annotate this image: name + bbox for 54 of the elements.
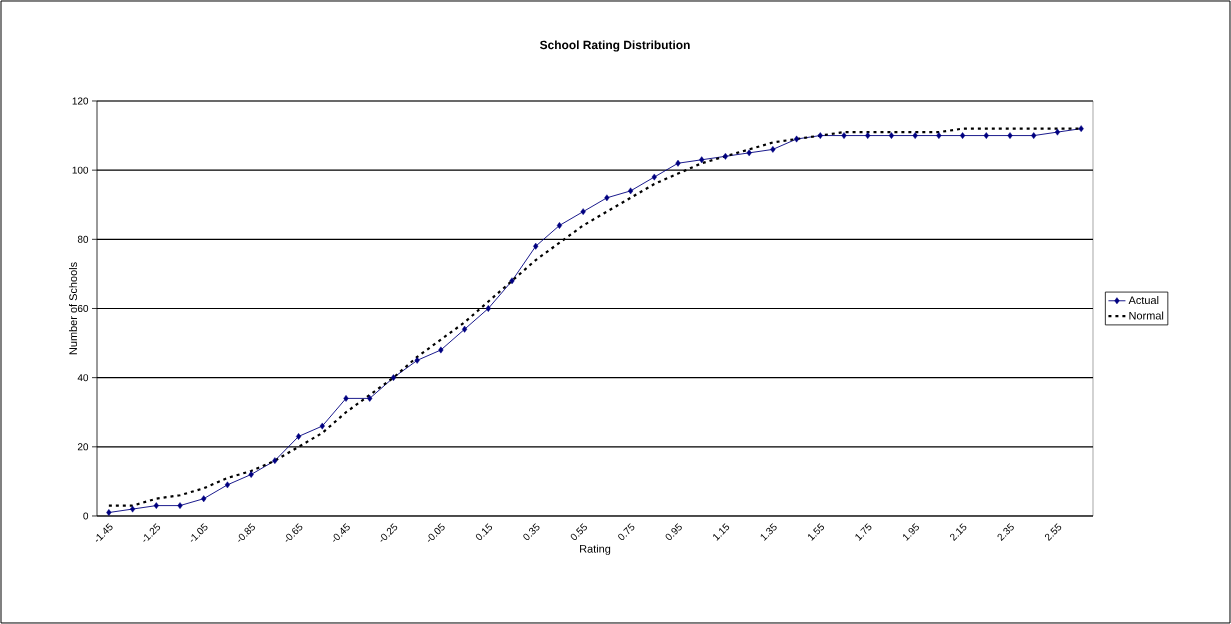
point [699, 156, 705, 164]
point [841, 132, 847, 139]
point [651, 173, 657, 181]
y-axis-title: Number of Schools [68, 262, 78, 355]
point [485, 305, 491, 312]
point [153, 502, 159, 509]
point [1054, 128, 1061, 136]
point [604, 194, 610, 202]
point [1007, 132, 1013, 139]
point [224, 481, 231, 489]
point [461, 325, 468, 333]
point [817, 132, 823, 139]
point [177, 502, 183, 509]
point [580, 208, 586, 216]
point [414, 356, 420, 364]
point [983, 132, 989, 139]
point [201, 495, 207, 503]
point [793, 135, 800, 143]
y-tick-label: 0 [83, 512, 89, 520]
point [1031, 132, 1037, 139]
point [936, 132, 942, 139]
point [770, 146, 776, 153]
legend-label: Normal [1129, 311, 1164, 320]
point [343, 395, 349, 402]
point [295, 433, 302, 440]
point [675, 159, 681, 167]
point [129, 505, 136, 513]
legend-label: Actual [1128, 296, 1159, 305]
y-tick-label: 60 [77, 304, 89, 313]
y-tick-label: 80 [77, 235, 89, 243]
point [533, 242, 539, 250]
point [627, 187, 634, 195]
y-tick-label: 100 [72, 166, 89, 174]
point [390, 374, 397, 382]
point [367, 395, 373, 402]
point [865, 132, 871, 139]
point [272, 457, 278, 465]
point [438, 346, 444, 354]
y-tick-label: 20 [77, 443, 89, 451]
chart-title: School Rating Distribution [539, 40, 690, 52]
point [959, 132, 966, 139]
point [509, 277, 515, 285]
point [319, 422, 325, 430]
y-tick-label: 120 [72, 97, 89, 105]
point [746, 149, 752, 157]
x-axis-title: Rating [580, 544, 611, 555]
point [888, 132, 895, 139]
point [912, 132, 918, 139]
point [722, 152, 729, 160]
point [248, 471, 254, 478]
point [106, 509, 112, 516]
point [1078, 125, 1084, 133]
y-tick-label: 40 [77, 374, 89, 382]
point [556, 222, 563, 229]
